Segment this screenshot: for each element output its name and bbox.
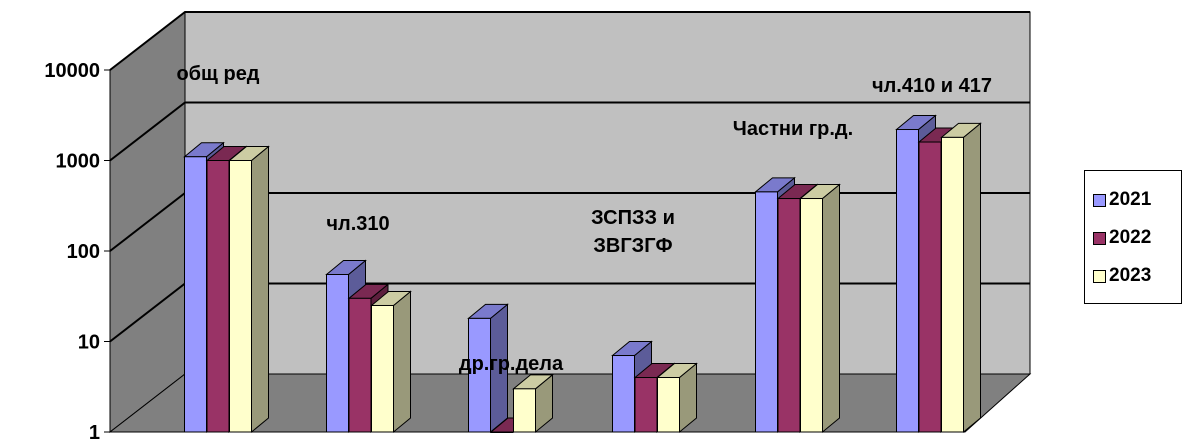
bar-front — [513, 388, 536, 433]
legend-item-2022: 2022 — [1093, 219, 1181, 257]
legend-swatch-2023 — [1093, 269, 1106, 283]
y-axis-ticks: 1 10 100 1000 10000 — [44, 60, 110, 441]
category-label-4: Частни гр.д. — [733, 118, 853, 140]
category-label-0: общ ред — [176, 63, 259, 85]
y-tick-label-10000: 10000 — [44, 60, 100, 82]
bar-front — [184, 156, 207, 433]
y-tick-label-100: 100 — [67, 241, 100, 263]
bar-front — [229, 160, 252, 433]
bar-front — [490, 431, 514, 433]
legend-label-2023: 2023 — [1109, 265, 1152, 286]
category-label-line-1: ЗСПЗЗ и — [591, 207, 675, 229]
legend-item-2023: 2023 — [1093, 257, 1181, 295]
bar-front — [896, 129, 919, 433]
bars — [183, 114, 982, 434]
bar-side — [251, 145, 269, 434]
bar-2023-0 — [228, 145, 270, 434]
legend-label-2021: 2021 — [1109, 189, 1152, 210]
category-labels: общ ред чл.310 др.гр.дела ЗСПЗЗ и ЗВГЗГФ Част… — [176, 63, 992, 375]
legend-swatch-2022 — [1093, 231, 1106, 245]
bar-side — [393, 290, 411, 434]
gridline-10000 — [109, 11, 1030, 71]
bar-front — [468, 317, 491, 433]
bar-front — [777, 198, 801, 433]
bar-front — [657, 377, 680, 433]
category-label-line-2: ЗВГЗГФ — [593, 235, 672, 257]
bar-front — [326, 273, 349, 433]
bar-2023-1 — [370, 290, 412, 434]
bar-side — [822, 183, 840, 434]
legend-label-2022: 2022 — [1109, 227, 1152, 248]
bar-front — [371, 304, 394, 433]
category-label-5: чл.410 и 417 — [872, 75, 992, 97]
bar-front — [918, 141, 942, 433]
bar-front — [348, 297, 372, 433]
bar-side — [963, 122, 981, 434]
bar-front — [941, 136, 964, 433]
category-label-3: ЗСПЗЗ и ЗВГЗГФ — [591, 207, 675, 257]
y-tick-label-10: 10 — [78, 332, 100, 354]
category-label-1: чл.310 — [326, 213, 389, 235]
legend-swatch-2021 — [1093, 193, 1106, 207]
category-label-2: др.гр.дела — [459, 353, 564, 375]
bar-front — [800, 198, 823, 433]
bar-front — [612, 355, 635, 433]
y-tick-label-1000: 1000 — [56, 151, 101, 173]
bar-front — [206, 160, 230, 433]
bar-front — [634, 377, 658, 433]
bar-2023-4 — [799, 183, 841, 434]
legend: 2021 2022 2023 — [1084, 170, 1182, 304]
bar-2023-3 — [656, 362, 698, 434]
gridline-1000 — [109, 101, 1030, 162]
bar-front — [755, 191, 778, 433]
bar-2021-2 — [467, 303, 509, 434]
bar-2023-2 — [512, 373, 554, 434]
legend-item-2021: 2021 — [1093, 181, 1181, 219]
bar-2023-5 — [940, 122, 982, 434]
y-tick-label-1: 1 — [89, 422, 100, 441]
